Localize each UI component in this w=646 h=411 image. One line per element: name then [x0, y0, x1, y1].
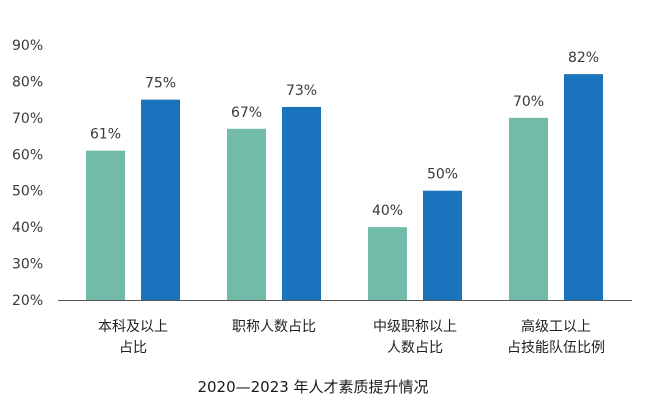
y-tick-label: 60% — [12, 147, 43, 163]
data-label: 61% — [90, 127, 121, 143]
bar-2-3 — [423, 190, 462, 300]
y-tick-label: 20% — [12, 293, 43, 309]
bar-1-1 — [86, 150, 125, 300]
bars — [86, 74, 603, 301]
data-label: 40% — [372, 203, 403, 219]
bar-2-2 — [282, 106, 321, 300]
bar-2-4 — [564, 74, 603, 301]
category-label: 本科及以上 — [98, 319, 168, 335]
data-label: 50% — [427, 167, 458, 183]
category-label: 职称人数占比 — [232, 319, 316, 335]
category-label: 人数占比 — [387, 340, 443, 356]
y-tick-label: 50% — [12, 184, 43, 200]
category-label: 中级职称以上 — [373, 319, 457, 335]
y-tick-label: 90% — [12, 38, 43, 54]
bar-2-1 — [141, 99, 180, 301]
data-label: 70% — [513, 94, 544, 110]
bar-1-2 — [227, 128, 266, 300]
y-axis: 20% 30% 40% 50% 60% 70% 80% 90% — [12, 38, 43, 309]
y-tick-label: 30% — [12, 257, 43, 273]
bar-1-4 — [509, 117, 548, 300]
y-tick-label: 40% — [12, 220, 43, 236]
category-label: 高级工以上 — [521, 318, 591, 335]
y-tick-label: 80% — [12, 74, 43, 90]
category-label: 占技能队伍比例 — [507, 340, 605, 356]
y-tick-label: 70% — [12, 111, 43, 127]
chart-title: 2020—2023 年人才素质提升情况 — [197, 378, 428, 396]
category-label: 占比 — [119, 340, 147, 356]
data-labels: 61% 67% 40% 70% 75% 73% 50% 82% — [90, 50, 599, 219]
data-label: 75% — [145, 76, 176, 92]
bar-1-3 — [368, 227, 407, 300]
data-label: 67% — [231, 105, 262, 121]
data-label: 82% — [568, 50, 599, 66]
data-label: 73% — [286, 83, 317, 99]
